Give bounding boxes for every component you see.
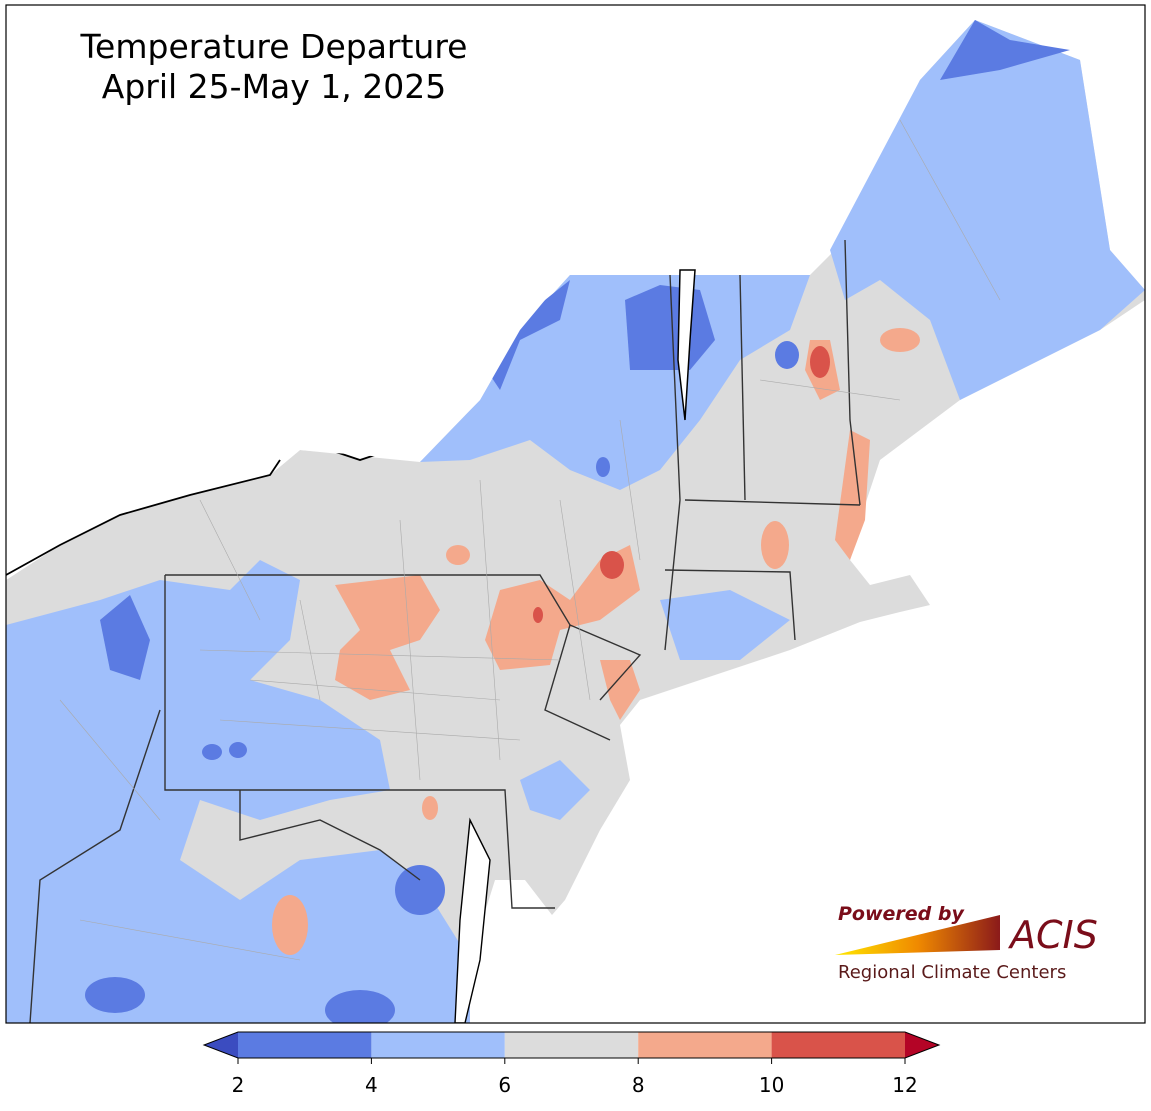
band-10-12 <box>533 346 830 623</box>
colorbar-segment <box>638 1032 772 1058</box>
colorbar-segment <box>371 1032 505 1058</box>
colorbar-over <box>905 1032 939 1058</box>
logo-brand: Powered by <box>838 903 965 925</box>
lake-erie <box>6 5 570 580</box>
colorbar-under <box>204 1032 238 1058</box>
title-line-1: Temperature Departure <box>80 27 468 66</box>
title-line-2: April 25-May 1, 2025 <box>102 67 447 106</box>
state-lines <box>29 239 861 1023</box>
chesapeake <box>454 817 491 1023</box>
logo-swoosh <box>835 915 1000 955</box>
colorbar-tick-label: 10 <box>759 1073 784 1097</box>
colorbar-segment <box>504 1032 639 1058</box>
logo-tagline: Regional Climate Centers <box>838 962 1066 983</box>
logo: Powered by ACIS Regional Climate Centers <box>835 903 1098 983</box>
band-4-6 <box>6 20 1145 1023</box>
band-8-10 <box>272 328 920 955</box>
colorbar-segment <box>238 1032 372 1058</box>
colorbar-tick-label: 12 <box>892 1073 917 1097</box>
erie-shore <box>6 459 281 576</box>
lake-champlain <box>677 269 696 421</box>
colorbar-tick-label: 4 <box>365 1073 378 1097</box>
map-frame <box>5 4 1146 1024</box>
colorbar: 2 4 6 8 10 12 <box>202 1031 941 1097</box>
colorbar-segment <box>771 1032 905 1058</box>
map <box>6 5 1145 1023</box>
colorbar-tick-label: 2 <box>232 1073 245 1097</box>
county-lines <box>59 119 1001 961</box>
colorbar-tick-label: 6 <box>498 1073 511 1097</box>
colorbar-tick-label: 8 <box>632 1073 645 1097</box>
logo-name: ACIS <box>1007 913 1098 957</box>
